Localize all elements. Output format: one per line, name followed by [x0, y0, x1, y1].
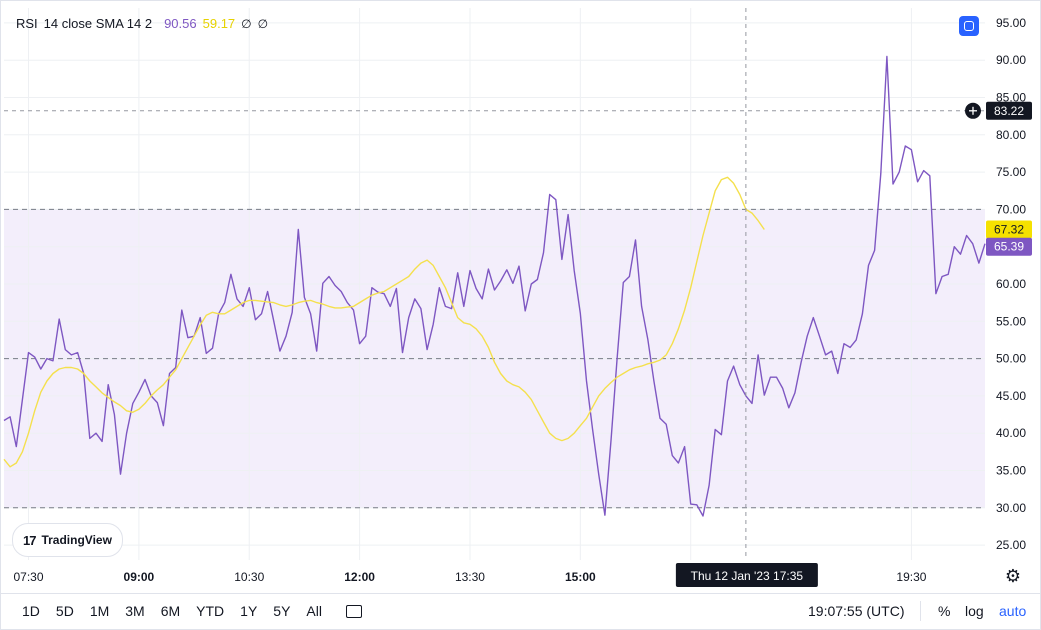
y-tick-label: 30.00 — [996, 501, 1026, 515]
y-tick-label: 70.00 — [996, 202, 1026, 216]
sma-last-label-bg — [986, 220, 1032, 239]
crosshair-y-label-bg — [986, 101, 1032, 120]
clock-readout[interactable]: 19:07:55 (UTC) — [808, 603, 905, 619]
y-tick-label: 25.00 — [996, 538, 1026, 552]
y-tick-label: 90.00 — [996, 53, 1026, 67]
range-ytd[interactable]: YTD — [196, 603, 225, 619]
indicator-params: 14 close SMA 14 2 — [43, 16, 153, 31]
indicator-name: RSI — [16, 16, 38, 31]
log-toggle[interactable]: log — [965, 603, 984, 619]
sma-value: 59.17 — [202, 16, 236, 31]
percent-toggle[interactable]: % — [938, 603, 951, 619]
y-tick-label: 95.00 — [996, 16, 1026, 30]
y-tick-label: 35.00 — [996, 463, 1026, 477]
na-value-2: ∅ — [257, 16, 269, 31]
bottom-toolbar: 1D 5D 1M 3M 6M YTD 1Y 5Y All 19:07:55 (U… — [0, 593, 1041, 630]
range-5y[interactable]: 5Y — [273, 603, 291, 619]
indicator-legend[interactable]: RSI 14 close SMA 14 2 90.56 59.17 ∅ ∅ — [16, 16, 268, 31]
rsi-value: 90.56 — [164, 16, 197, 31]
calendar-range-icon[interactable] — [345, 602, 363, 618]
settings-square-icon[interactable] — [959, 16, 979, 36]
na-value-1: ∅ — [241, 16, 252, 31]
crosshair-x-label-bg — [675, 563, 818, 587]
gear-icon[interactable]: ⚙ — [1004, 566, 1022, 586]
x-tick-label: 19:30 — [896, 570, 926, 584]
x-tick-label: 07:30 — [14, 570, 44, 584]
tradingview-text: TradingView — [41, 533, 112, 547]
y-tick-label: 60.00 — [996, 277, 1026, 291]
toolbar-divider — [920, 601, 921, 621]
range-1y[interactable]: 1Y — [240, 603, 258, 619]
x-tick-label: 15:00 — [565, 570, 596, 584]
rsi-last-label: 65.39 — [994, 240, 1024, 254]
y-tick-label: 85.00 — [996, 91, 1026, 105]
tradingview-logo[interactable]: 17 TradingView — [12, 523, 123, 557]
sma-line — [3, 176, 765, 468]
x-tick-label: 09:00 — [124, 570, 155, 584]
rsi-line — [3, 55, 986, 517]
rsi-last-label-bg — [986, 237, 1032, 256]
x-tick-label: 13:30 — [455, 570, 485, 584]
crosshair-x-label: Thu 12 Jan '23 17:35 — [691, 569, 804, 583]
sma-last-label: 67.32 — [994, 223, 1024, 237]
range-1m[interactable]: 1M — [89, 603, 110, 619]
x-tick-label: 12:00 — [344, 570, 375, 584]
range-6m[interactable]: 6M — [160, 603, 181, 619]
range-5d[interactable]: 5D — [55, 603, 74, 619]
range-3m[interactable]: 3M — [125, 603, 145, 619]
y-tick-label: 55.00 — [996, 314, 1026, 328]
range-selector: 1D 5D 1M 3M 6M YTD 1Y 5Y All — [14, 603, 330, 619]
range-1d[interactable]: 1D — [22, 603, 40, 619]
tradingview-mark: 17 — [23, 532, 37, 548]
crosshair-y-label: 83.22 — [994, 104, 1024, 118]
y-tick-label: 80.00 — [996, 128, 1026, 142]
y-tick-label: 40.00 — [996, 426, 1026, 440]
y-tick-label: 50.00 — [996, 352, 1026, 366]
range-all[interactable]: All — [306, 603, 322, 619]
y-tick-label: 45.00 — [996, 389, 1026, 403]
y-tick-label: 75.00 — [996, 165, 1026, 179]
auto-toggle[interactable]: auto — [999, 603, 1027, 619]
x-tick-label: 10:30 — [234, 570, 264, 584]
